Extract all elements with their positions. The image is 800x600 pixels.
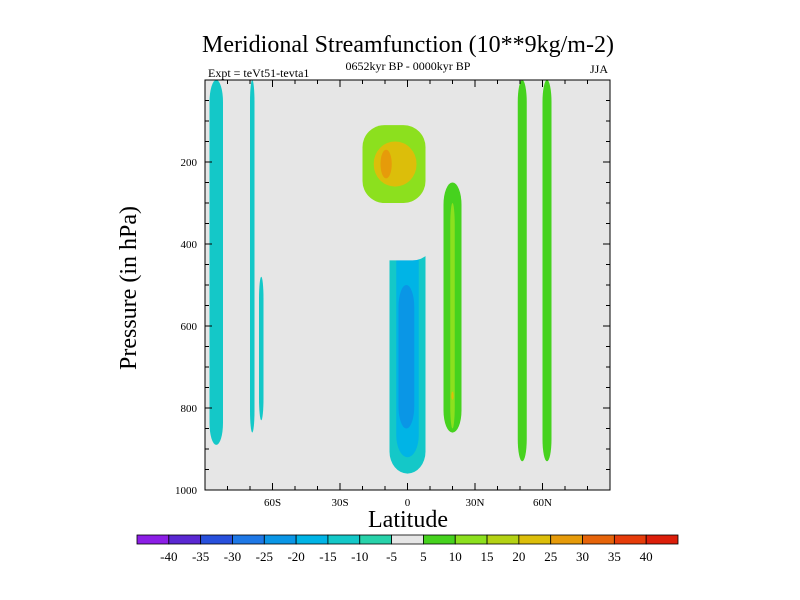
period-label: 0652kyr BP - 0000kyr BP xyxy=(346,59,471,73)
colorbar-swatch xyxy=(168,534,202,545)
colorbar-swatch xyxy=(263,534,297,545)
colorbar-swatch xyxy=(454,534,488,545)
y-tick-label: 1000 xyxy=(175,485,198,497)
x-tick-label: 30N xyxy=(466,497,485,509)
experiment-label: Expt = teVt51-tevta1 xyxy=(208,66,309,80)
season-label: JJA xyxy=(590,62,608,76)
colorbar-swatch xyxy=(423,534,456,545)
colorbar-swatch xyxy=(613,534,647,545)
colorbar-swatch xyxy=(518,534,552,545)
colorbar-label: 20 xyxy=(512,549,525,564)
colorbar-swatch xyxy=(232,534,265,545)
colorbar-label: -25 xyxy=(256,549,273,564)
upper-positive-peak xyxy=(380,149,392,179)
north-positive-spot xyxy=(451,391,454,400)
colorbar-label: -30 xyxy=(224,549,241,564)
chart-title: Meridional Streamfunction (10**9kg/m-2) xyxy=(202,32,614,58)
colorbar-swatch xyxy=(391,534,424,545)
y-tick-label: 400 xyxy=(181,239,198,251)
y-tick-label: 600 xyxy=(181,321,198,333)
colorbar-label: 10 xyxy=(449,549,462,564)
upper-positive-max xyxy=(373,141,417,187)
x-tick-label: 60N xyxy=(533,497,552,509)
colorbar-swatch xyxy=(550,534,583,545)
y-axis-ticks: 200 400 600 800 1000 xyxy=(175,157,610,497)
colorbar-label: -10 xyxy=(351,549,368,564)
colorbar-swatch xyxy=(327,534,361,545)
colorbar-label: -15 xyxy=(319,549,336,564)
colorbar-swatch xyxy=(486,534,520,545)
north-positive-inner xyxy=(450,203,455,429)
x-tick-label: 60S xyxy=(264,497,281,509)
colorbar-swatch xyxy=(582,534,615,545)
x-tick-label: 0 xyxy=(405,497,411,509)
colorbar-swatch xyxy=(200,534,233,545)
south-polar-band xyxy=(209,80,223,445)
colorbar-label: 30 xyxy=(576,549,589,564)
colorbar-swatch xyxy=(645,534,679,545)
contour-regions xyxy=(209,80,556,474)
north-band-a xyxy=(488,80,493,179)
colorbar-label: 35 xyxy=(608,549,621,564)
south-polar-thin-band xyxy=(250,80,255,433)
colorbar-label: 15 xyxy=(481,549,494,564)
colorbar-label: -35 xyxy=(192,549,209,564)
x-tick-label: 30S xyxy=(331,497,348,509)
colorbar-label: 40 xyxy=(640,549,653,564)
colorbar-swatch xyxy=(295,534,329,545)
y-axis-label: Pressure (in hPa) xyxy=(116,206,142,370)
equatorial-negative-inner xyxy=(398,285,415,429)
x-axis-ticks: 60S 30S 0 30N 60N xyxy=(264,80,552,509)
y-tick-label: 200 xyxy=(181,157,198,169)
colorbar-label: -20 xyxy=(287,549,304,564)
colorbar: -40 -35 -30 -25 -20 -15 -10 -5 5 10 15 20 25 30 35 40 xyxy=(136,534,679,564)
colorbar-label: -5 xyxy=(386,549,397,564)
x-axis-label: Latitude xyxy=(368,507,448,533)
colorbar-label: -40 xyxy=(160,549,177,564)
north-band-c-core xyxy=(542,80,552,462)
minor-ticks xyxy=(205,80,610,490)
colorbar-label: 5 xyxy=(420,549,427,564)
colorbar-label: 25 xyxy=(544,549,557,564)
colorbar-swatch xyxy=(136,534,170,545)
colorbar-swatch xyxy=(359,534,392,545)
south-polar-short-band xyxy=(259,276,264,421)
north-band-b-core xyxy=(517,80,527,462)
y-tick-label: 800 xyxy=(181,403,198,415)
